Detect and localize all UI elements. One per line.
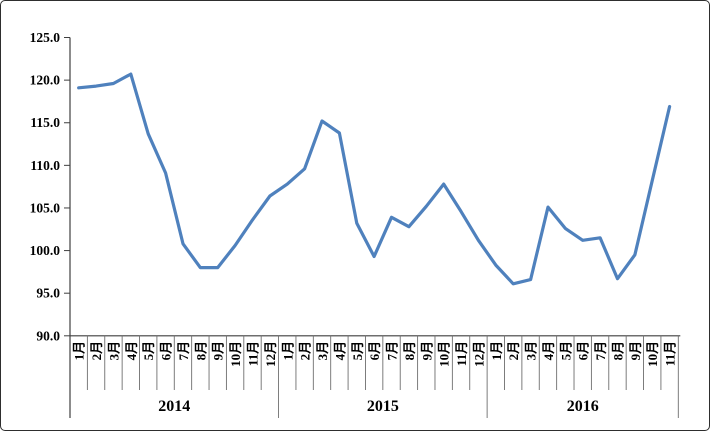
x-axis-month-label: 9月 bbox=[419, 341, 434, 361]
x-axis-month-label: 12月 bbox=[471, 341, 486, 367]
x-axis-month-label: 2月 bbox=[89, 341, 104, 361]
y-axis-tick-label: 100.0 bbox=[30, 243, 61, 258]
x-axis-month-label: 11月 bbox=[245, 341, 260, 366]
y-axis-tick-label: 105.0 bbox=[30, 200, 61, 215]
x-axis-year-label: 2014 bbox=[158, 398, 190, 415]
x-axis-month-label: 7月 bbox=[593, 341, 608, 361]
y-axis-tick-label: 115.0 bbox=[30, 115, 60, 130]
x-axis-month-label: 5月 bbox=[350, 341, 365, 361]
x-axis-month-label: 12月 bbox=[263, 341, 278, 367]
x-axis-month-label: 1月 bbox=[280, 341, 295, 361]
x-axis-month-label: 9月 bbox=[628, 341, 643, 361]
x-axis-year-label: 2015 bbox=[367, 398, 399, 415]
x-axis-month-label: 5月 bbox=[141, 341, 156, 361]
y-axis-tick-label: 90.0 bbox=[36, 328, 60, 343]
x-axis-month-label: 5月 bbox=[558, 341, 573, 361]
x-axis-month-label: 8月 bbox=[402, 341, 417, 361]
y-axis-tick-label: 120.0 bbox=[30, 73, 61, 88]
x-axis-month-label: 1月 bbox=[489, 341, 504, 361]
x-axis-year-label: 2016 bbox=[567, 398, 599, 415]
x-axis-month-label: 10月 bbox=[228, 341, 243, 367]
y-axis-tick-label: 110.0 bbox=[30, 158, 60, 173]
x-axis-month-label: 4月 bbox=[541, 341, 556, 361]
x-axis-month-label: 3月 bbox=[106, 341, 121, 361]
x-axis-month-label: 1月 bbox=[72, 341, 87, 361]
x-axis-month-label: 11月 bbox=[663, 341, 678, 366]
x-axis-month-label: 6月 bbox=[367, 341, 382, 361]
y-axis-tick-label: 125.0 bbox=[30, 30, 61, 45]
x-axis-month-label: 7月 bbox=[385, 341, 400, 361]
x-axis-month-label: 11月 bbox=[454, 341, 469, 366]
x-axis-month-label: 10月 bbox=[437, 341, 452, 367]
x-axis-month-label: 3月 bbox=[524, 341, 539, 361]
x-axis-month-label: 3月 bbox=[315, 341, 330, 361]
x-axis-month-label: 2月 bbox=[298, 341, 313, 361]
x-axis-month-label: 4月 bbox=[332, 341, 347, 361]
x-axis-month-label: 6月 bbox=[576, 341, 591, 361]
x-axis-month-label: 2月 bbox=[506, 341, 521, 361]
data-series-line bbox=[77, 72, 672, 286]
y-axis-tick-label: 95.0 bbox=[36, 286, 60, 301]
x-axis-month-label: 8月 bbox=[610, 341, 625, 361]
x-axis-month-label: 10月 bbox=[645, 341, 660, 367]
x-axis-month-label: 6月 bbox=[159, 341, 174, 361]
x-axis-month-label: 4月 bbox=[124, 341, 139, 361]
x-axis-month-label: 8月 bbox=[193, 341, 208, 361]
x-axis-month-label: 7月 bbox=[176, 341, 191, 361]
x-axis-month-label: 9月 bbox=[211, 341, 226, 361]
